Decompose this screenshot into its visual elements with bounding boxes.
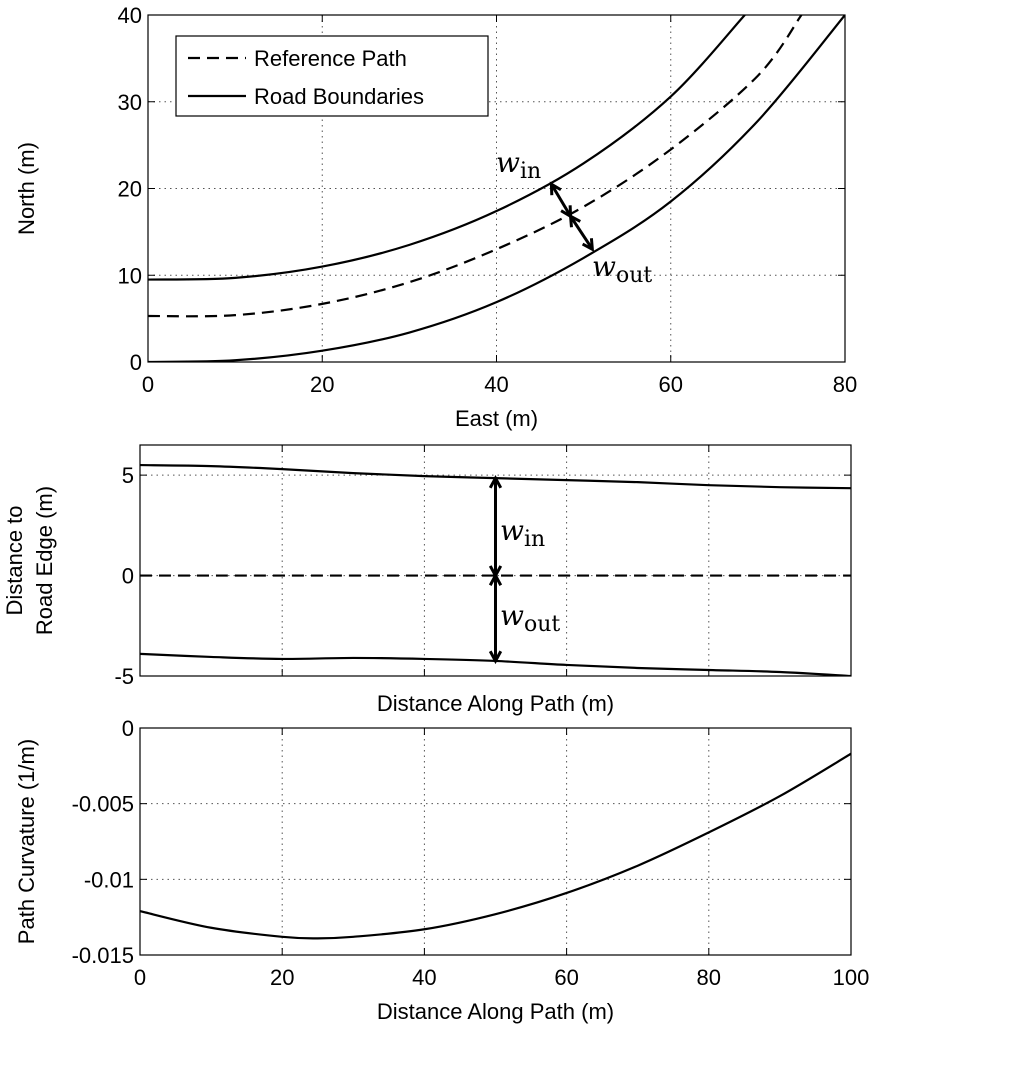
series-line-solid-1 xyxy=(148,15,746,281)
x-tick-label: 60 xyxy=(554,965,578,990)
series-line-dashed-0 xyxy=(148,15,803,318)
annotation-arrow-out: wout xyxy=(568,213,652,288)
legend-entry-label: Road Boundaries xyxy=(254,84,424,109)
arrow-shaft xyxy=(550,183,572,218)
x-tick-label: 0 xyxy=(134,965,146,990)
y-tick-label: 0 xyxy=(122,564,134,589)
series-line-solid-0 xyxy=(140,752,851,940)
y-tick-label: 10 xyxy=(118,263,142,288)
x-axis-label: Distance Along Path (m) xyxy=(377,691,614,716)
annotation-arrow-in: win xyxy=(496,146,573,219)
y-tick-label: 5 xyxy=(122,463,134,488)
axes-box xyxy=(139,444,852,677)
plot-area xyxy=(140,728,851,955)
x-axis-label: East (m) xyxy=(455,406,538,431)
legend-box xyxy=(175,35,489,117)
y-axis-label-line: Road Edge (m) xyxy=(32,486,57,635)
x-tick-label: 80 xyxy=(697,965,721,990)
arrow-head xyxy=(549,181,562,196)
legend-entry-label: Reference Path xyxy=(254,46,407,71)
x-tick-label: 20 xyxy=(310,372,334,397)
plan-view-panel: 0 20 40 60 80 0 10 20 30 40 East (m) North (m) Refer… xyxy=(14,3,857,431)
y-tick-label: 0 xyxy=(130,350,142,375)
y-axis-label-line: Distance to xyxy=(2,505,27,615)
y-axis-label: North (m) xyxy=(14,142,39,235)
annotation-label-out: wout xyxy=(500,599,560,637)
x-tick-label: 20 xyxy=(270,965,294,990)
y-tick-label: -0.015 xyxy=(72,943,134,968)
annotation-label-in: win xyxy=(496,146,541,184)
axes-box xyxy=(139,727,852,956)
y-tick-label: 20 xyxy=(118,177,142,202)
annotation-label-out: wout xyxy=(592,250,652,288)
arrow-head xyxy=(581,238,595,252)
y-tick-label: -0.01 xyxy=(84,867,134,892)
x-axis-label: Distance Along Path (m) xyxy=(377,999,614,1024)
y-tick-label: -5 xyxy=(114,664,134,689)
legend: Reference Path Road Boundaries xyxy=(175,35,489,117)
y-tick-label: 40 xyxy=(118,3,142,28)
x-tick-label: 100 xyxy=(833,965,870,990)
annotation-arrow-in: win xyxy=(488,475,545,579)
x-tick-label: 0 xyxy=(142,372,154,397)
x-tick-label: 80 xyxy=(833,372,857,397)
x-tick-label: 60 xyxy=(659,372,683,397)
series-line-solid-2 xyxy=(148,15,845,362)
arrow-head xyxy=(568,213,581,228)
distance-to-edge-panel: 5 0 -5 Distance Along Path (m) Distance to Ro… xyxy=(2,444,852,716)
y-axis-label: Path Curvature (1/m) xyxy=(14,739,39,944)
arrow-head xyxy=(488,572,503,586)
y-tick-label: 0 xyxy=(122,716,134,741)
path-curvature-panel: 0 20 40 60 80 100 0 -0.005 -0.01 -0.015 Distance A… xyxy=(14,716,869,1024)
annotation-arrow-out: wout xyxy=(488,572,560,665)
annotation-label-in: win xyxy=(500,514,545,552)
arrow-shaft xyxy=(569,215,594,251)
arrow-head xyxy=(488,650,503,665)
arrow-head xyxy=(488,475,503,489)
x-tick-label: 40 xyxy=(484,372,508,397)
x-tick-label: 40 xyxy=(412,965,436,990)
y-tick-label: -0.005 xyxy=(72,792,134,817)
y-tick-label: 30 xyxy=(118,90,142,115)
